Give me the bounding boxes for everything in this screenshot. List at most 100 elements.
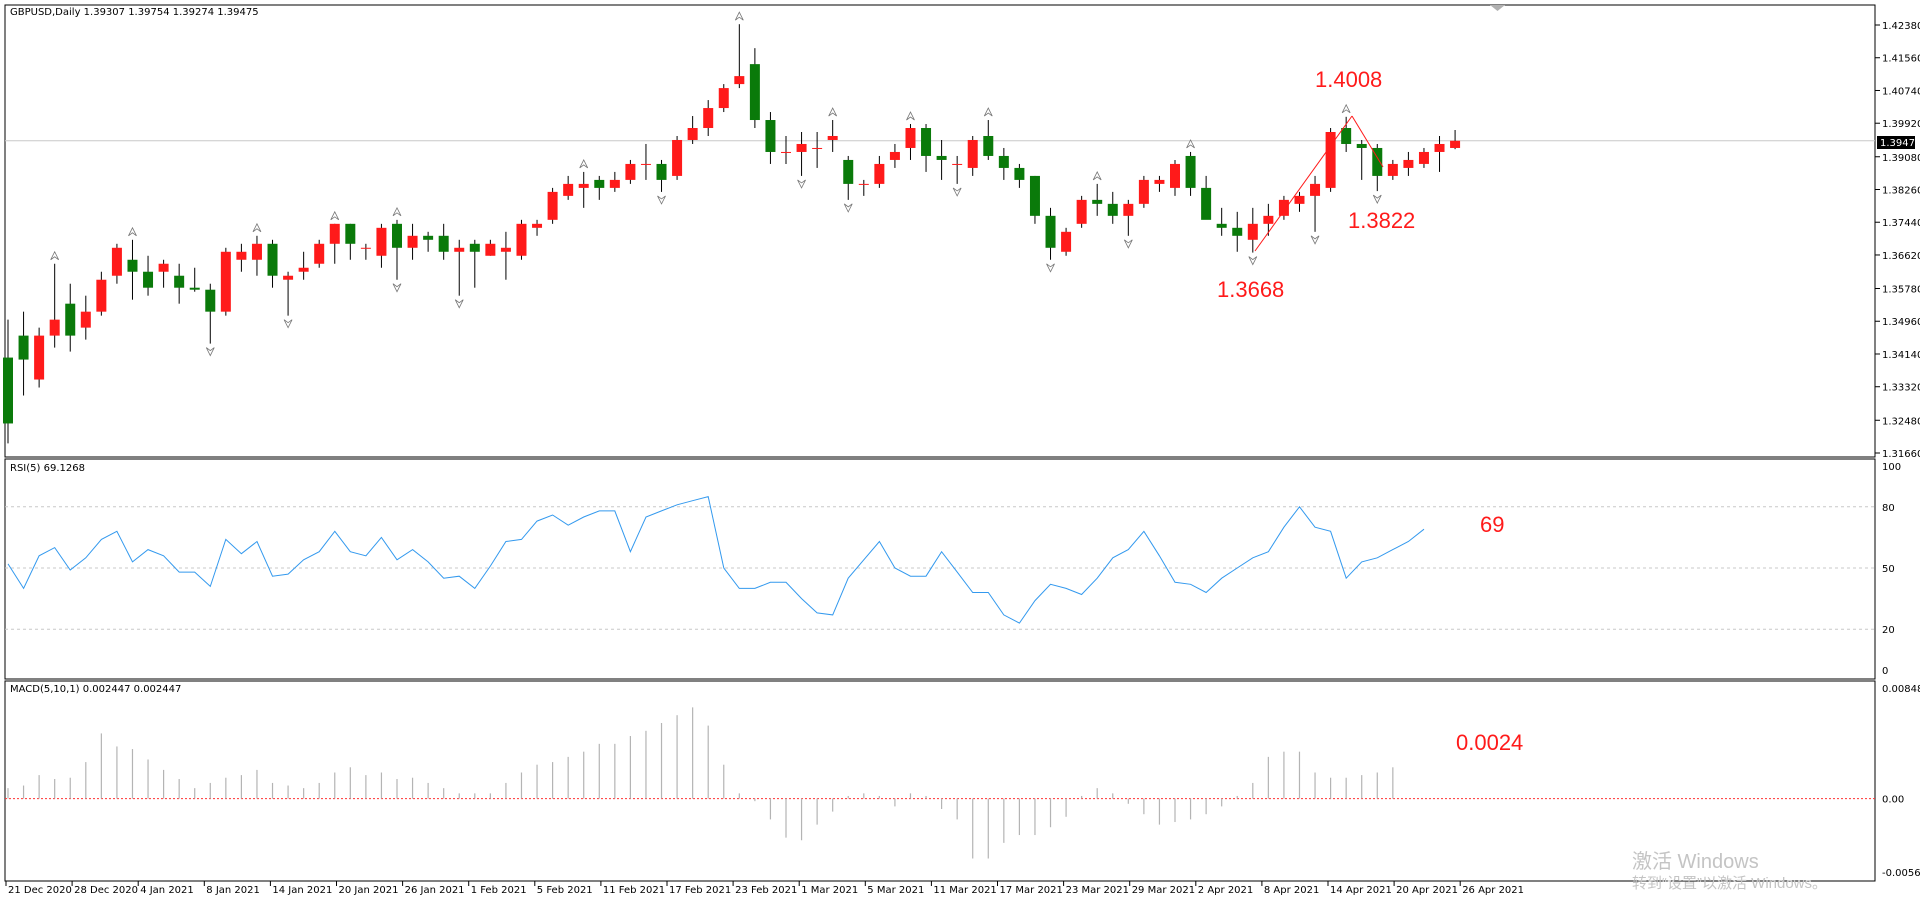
- candle-body: [1029, 175, 1040, 216]
- candle-body: [1045, 215, 1056, 248]
- candle-body: [718, 88, 729, 109]
- fractal-down-arrow-icon: [843, 203, 853, 213]
- candle: [905, 124, 916, 160]
- candle-body: [251, 243, 262, 260]
- rsi-axis-label: 0: [1882, 666, 1888, 677]
- time-axis-label: 14 Apr 2021: [1330, 885, 1392, 896]
- price-axis-label: 1.40740: [1882, 86, 1920, 97]
- candle-body: [80, 311, 91, 328]
- candle-body: [843, 159, 854, 184]
- time-axis-label: 14 Jan 2021: [272, 885, 332, 896]
- candle-body: [967, 139, 978, 168]
- time-axis-label: 5 Feb 2021: [537, 885, 593, 896]
- time-axis-label: 8 Jan 2021: [206, 885, 260, 896]
- candle-body: [1372, 147, 1383, 176]
- candle: [392, 219, 402, 280]
- candle: [1278, 195, 1289, 220]
- candle-body: [127, 259, 138, 272]
- candle-body: [1310, 183, 1321, 196]
- fractal-up-arrow-icon: [1341, 103, 1351, 114]
- candle: [127, 239, 138, 300]
- candle: [1372, 143, 1383, 192]
- candle: [49, 263, 60, 348]
- candle: [874, 155, 885, 188]
- time-axis-label: 26 Apr 2021: [1462, 885, 1524, 896]
- candle-body: [609, 179, 620, 188]
- candle: [438, 223, 449, 260]
- candle-body: [547, 191, 558, 220]
- candle: [547, 187, 558, 224]
- time-axis-label: 8 Apr 2021: [1264, 885, 1319, 896]
- candle: [656, 159, 667, 192]
- candle-body: [158, 263, 169, 272]
- candle: [1294, 191, 1305, 212]
- candle: [314, 239, 325, 268]
- candle: [485, 239, 496, 256]
- time-axis-label: 1 Mar 2021: [801, 885, 858, 896]
- price-axis: 1.42380 1.41560 1.40740 1.39920 1.39080 1.382…: [5, 21, 1920, 460]
- price-axis-label: 1.39080: [1882, 153, 1920, 164]
- annotation-high-1-4008: 1.4008: [1315, 67, 1382, 92]
- candle-body: [1356, 143, 1367, 148]
- candle: [1092, 183, 1103, 216]
- candle-body: [625, 163, 636, 180]
- time-axis-label: 1 Feb 2021: [471, 885, 527, 896]
- candle: [952, 155, 963, 184]
- zigzag-segment-up: [1254, 115, 1353, 252]
- candle: [1450, 130, 1461, 150]
- rsi-indicator: 100 80 50 20 0: [5, 462, 1901, 677]
- candle: [889, 143, 900, 168]
- candle: [407, 223, 418, 260]
- fractal-up-arrow-icon: [1186, 139, 1195, 149]
- candle-body: [438, 235, 449, 252]
- candle-body: [1107, 203, 1118, 216]
- fractal-down-arrow-icon: [657, 195, 666, 205]
- fractal-down-arrow-icon: [392, 283, 402, 293]
- candle-body: [952, 163, 963, 165]
- candle-body: [1325, 132, 1336, 188]
- price-axis-label: 1.36620: [1882, 251, 1920, 262]
- time-axis-label: 4 Jan 2021: [140, 885, 194, 896]
- fractal-down-arrow-icon: [1372, 194, 1382, 204]
- candle: [718, 84, 729, 113]
- candle-body: [189, 287, 200, 290]
- current-price-label: 1.39475: [1880, 138, 1920, 149]
- candle: [672, 135, 683, 180]
- fractal-up-arrow-icon: [983, 107, 993, 117]
- candle-body: [1154, 179, 1165, 184]
- rsi-axis-label: 50: [1882, 564, 1895, 575]
- candle-body: [905, 128, 916, 148]
- chart-shift-marker-icon[interactable]: [1490, 5, 1505, 11]
- candle: [734, 24, 745, 89]
- candle: [1123, 199, 1134, 236]
- candle-body: [516, 223, 527, 256]
- current-price-tag-bg: [1877, 136, 1915, 149]
- candle: [111, 243, 122, 284]
- fractal-down-arrow-icon: [1310, 235, 1320, 245]
- candle: [65, 283, 76, 352]
- candle-body: [594, 179, 605, 188]
- time-axis-label: 26 Jan 2021: [405, 885, 465, 896]
- time-axis-label: 17 Mar 2021: [1000, 885, 1063, 896]
- candle: [1403, 151, 1414, 176]
- candle-body: [376, 227, 387, 256]
- candle: [516, 219, 527, 260]
- candle-body: [111, 247, 122, 276]
- candle-body: [174, 275, 185, 288]
- candle-body: [1076, 199, 1087, 224]
- fractal-up-arrow-icon: [579, 159, 589, 169]
- candle-body: [220, 251, 231, 312]
- fractal-arrows: [50, 11, 1382, 357]
- candle-body: [749, 64, 760, 121]
- candle: [18, 311, 29, 396]
- candle-body: [329, 223, 340, 244]
- candle: [1107, 191, 1118, 224]
- candle-body: [34, 335, 45, 380]
- candle: [1247, 207, 1258, 253]
- fractal-down-arrow-icon: [1046, 263, 1055, 273]
- activation-watermark-subtitle: 转到“设置”以激活 Windows。: [1632, 875, 1827, 892]
- candle-body: [1014, 167, 1025, 180]
- candle: [158, 259, 169, 288]
- time-axis-label: 2 Apr 2021: [1198, 885, 1253, 896]
